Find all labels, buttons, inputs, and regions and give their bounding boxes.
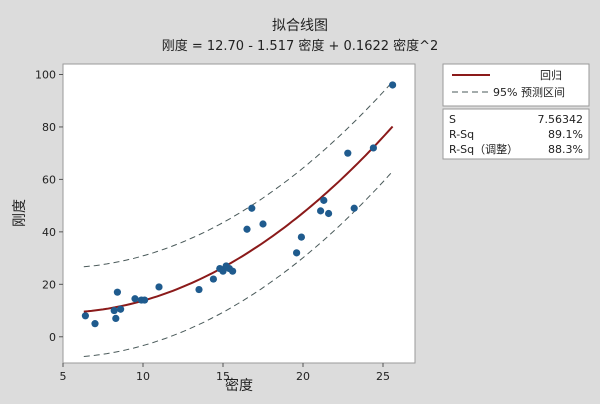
- x-tick-label: 20: [296, 370, 310, 383]
- data-point: [344, 149, 352, 157]
- y-tick-label: 60: [42, 173, 56, 186]
- y-axis: 0 20 40 60 80 100: [35, 68, 63, 344]
- data-point: [297, 233, 305, 241]
- data-point: [293, 249, 301, 257]
- stats-label-rsq-adj: R-Sq（调整）: [449, 142, 518, 156]
- data-point: [110, 306, 118, 315]
- chart-subtitle: 刚度 = 12.70 - 1.517 密度 + 0.1622 密度^2: [162, 38, 439, 54]
- y-tick-label: 0: [49, 331, 56, 344]
- data-point: [219, 267, 227, 275]
- data-point: [81, 312, 89, 320]
- y-tick-label: 80: [42, 121, 56, 134]
- legend-label-regression: 回归: [540, 68, 562, 82]
- data-point: [369, 144, 377, 152]
- legend-box: [442, 63, 590, 107]
- chart-title: 拟合线图: [272, 18, 328, 34]
- data-point: [350, 204, 358, 212]
- data-point: [320, 196, 328, 204]
- data-point: [141, 296, 149, 304]
- regression-line: [83, 125, 394, 313]
- stats-value-rsq-adj: 88.3%: [548, 143, 583, 156]
- x-axis-label: 密度: [225, 377, 253, 394]
- legend-label-prediction-interval: 95% 预测区间: [493, 86, 565, 99]
- x-tick-label: 25: [376, 370, 390, 383]
- regression-line-group: [83, 125, 394, 313]
- stats-label-s: S: [449, 113, 456, 126]
- prediction-band: [83, 81, 393, 357]
- data-point: [243, 225, 251, 233]
- data-point: [389, 81, 397, 89]
- x-axis: 5 10 15 20 25: [60, 363, 390, 383]
- data-point: [117, 305, 125, 313]
- prediction-upper-line: [83, 81, 393, 268]
- data-point: [155, 283, 163, 291]
- stats-value-s: 7.56342: [538, 113, 584, 126]
- y-axis-label: 刚度: [12, 199, 28, 227]
- y-tick-label: 20: [42, 278, 56, 291]
- data-point: [259, 220, 267, 228]
- x-tick-label: 10: [136, 370, 150, 383]
- stats-box: [442, 108, 590, 160]
- data-point: [229, 267, 237, 275]
- data-point: [195, 285, 203, 294]
- data-points: [81, 81, 397, 328]
- data-point: [91, 320, 99, 328]
- data-point: [209, 275, 217, 283]
- x-tick-label: 5: [60, 370, 67, 383]
- stats-label-rsq: R-Sq: [449, 128, 474, 141]
- stats-value-rsq: 89.1%: [548, 128, 583, 141]
- data-point: [112, 314, 120, 323]
- y-tick-label: 40: [42, 226, 56, 239]
- data-point: [131, 295, 139, 303]
- data-point: [113, 288, 121, 296]
- y-tick-label: 100: [35, 68, 56, 81]
- x-tick-label: 15: [216, 370, 230, 383]
- data-point: [248, 204, 256, 212]
- data-point: [325, 209, 333, 218]
- data-point: [317, 207, 325, 215]
- prediction-lower-line: [83, 171, 393, 357]
